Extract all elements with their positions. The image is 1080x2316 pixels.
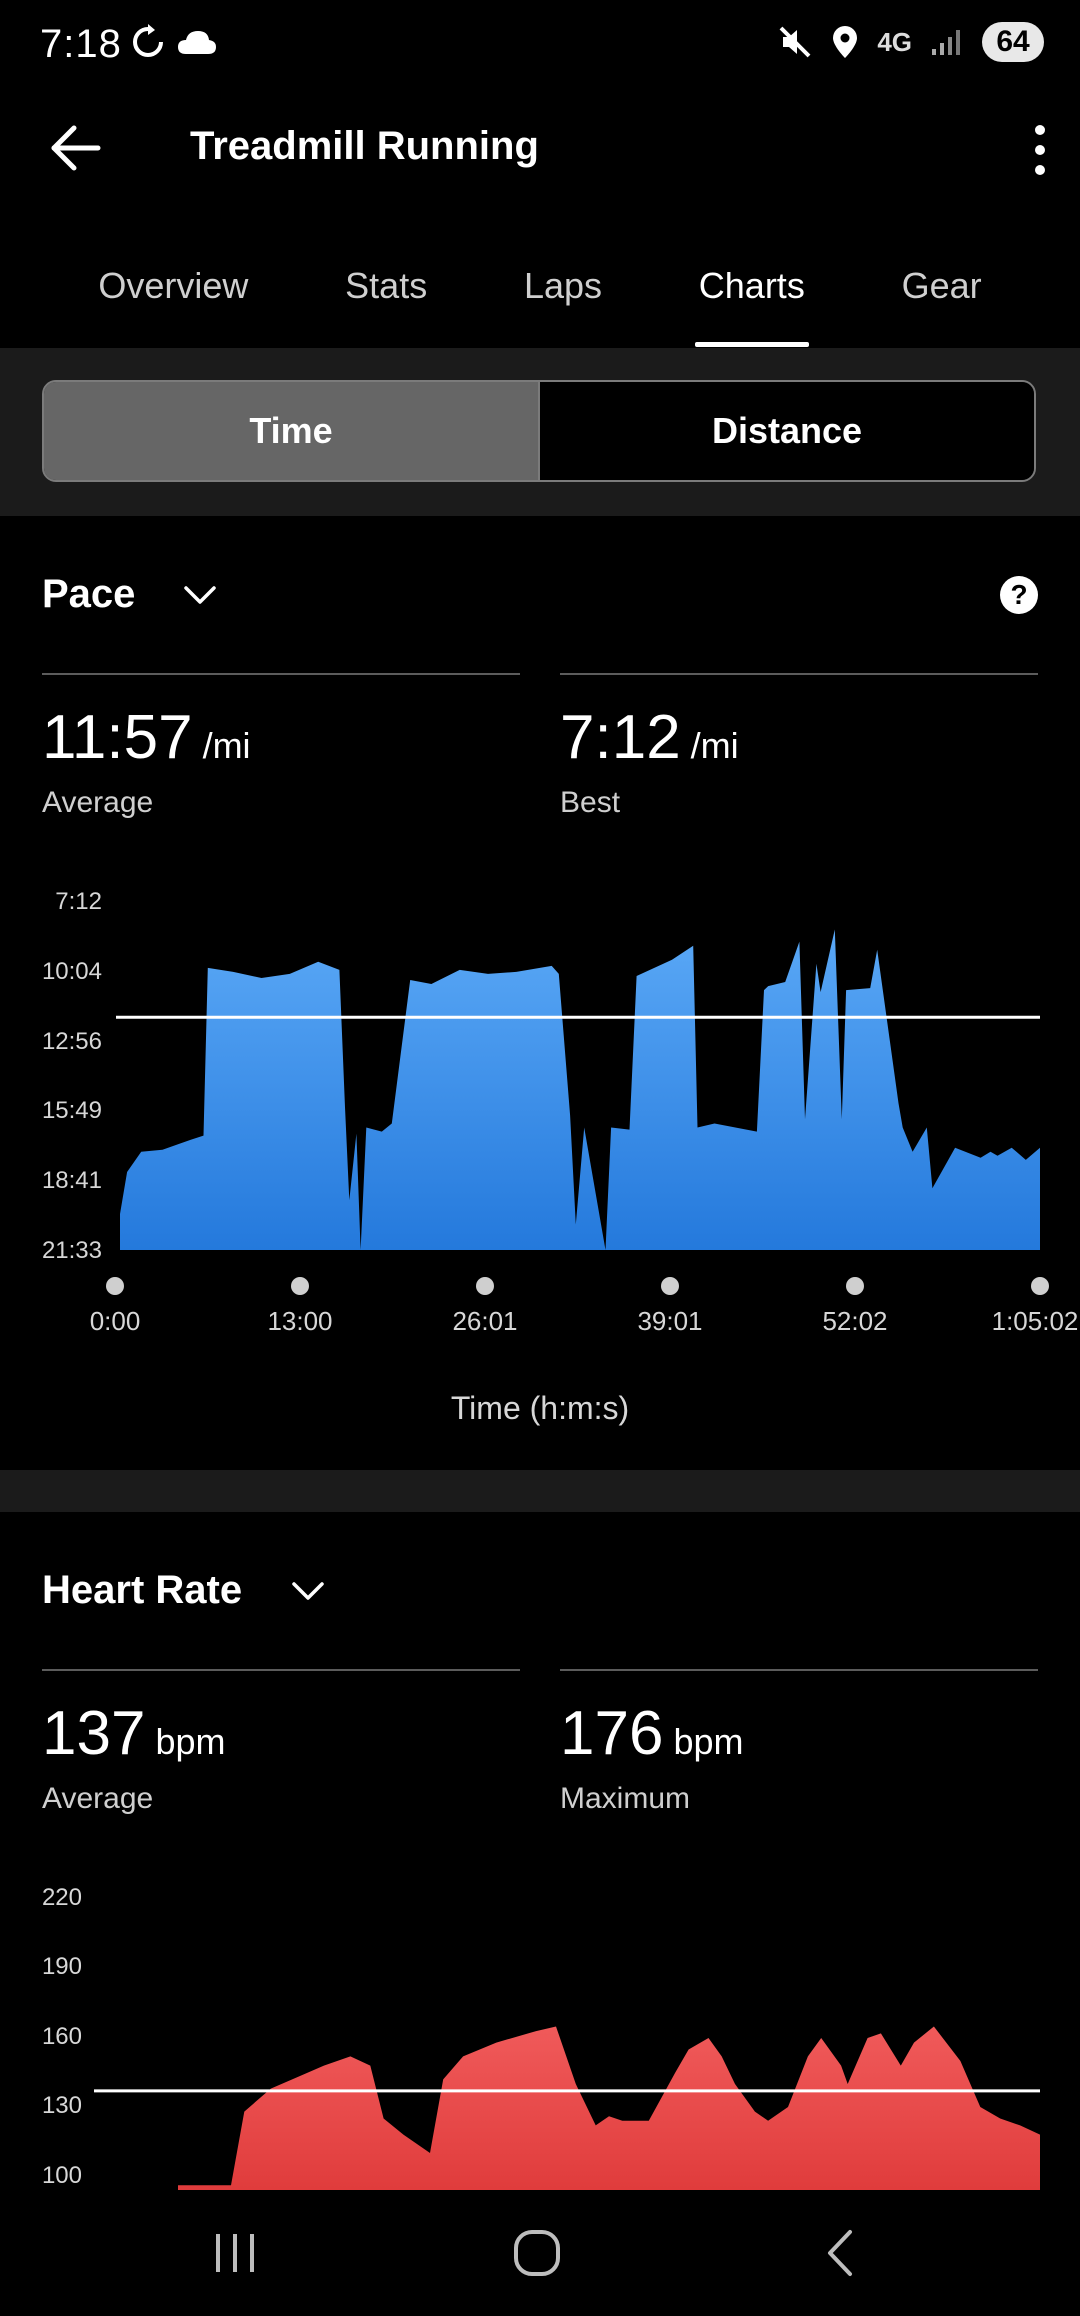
pace-y-tick: 7:12	[55, 888, 102, 915]
pace-x-axis-title: Time (h:m:s)	[450, 1390, 630, 1426]
back-arrow-icon[interactable]	[48, 120, 104, 176]
section-separator	[0, 1470, 1080, 1512]
pace-x-tick: 0:00	[89, 1306, 141, 1336]
tab-stats[interactable]: Stats	[345, 265, 428, 306]
sync-icon	[133, 24, 163, 57]
hr-max-unit: bpm	[673, 1721, 744, 1762]
pace-y-tick: 15:49	[41, 1097, 102, 1124]
x-axis-dot	[291, 1277, 309, 1295]
pace-x-tick: 13:00	[267, 1306, 333, 1336]
mute-icon	[779, 26, 811, 58]
pace-x-tick: 1:05:02	[991, 1306, 1079, 1336]
hr-y-tick: 190	[41, 1953, 82, 1980]
hr-max-value: 176	[560, 1699, 664, 1768]
pace-y-tick: 10:04	[41, 958, 102, 985]
time-distance-toggle: Time Distance	[42, 380, 1036, 482]
tab-overview[interactable]: Overview	[98, 265, 249, 306]
pace-best-label: Best	[560, 786, 621, 819]
system-back-icon[interactable]	[822, 2228, 858, 2278]
overflow-menu-icon[interactable]	[1028, 120, 1052, 180]
location-icon	[833, 26, 858, 58]
pace-x-tick: 39:01	[637, 1306, 703, 1336]
pace-y-tick: 21:33	[41, 1237, 102, 1264]
pace-average-value: 11:57	[42, 703, 193, 772]
heart-rate-chart	[94, 2026, 1040, 2190]
hr-average-value-row: 137 bpm	[42, 1698, 225, 1769]
pace-area	[120, 929, 1040, 1250]
pace-best-value-row: 7:12/mi	[560, 702, 739, 773]
signal-icon	[932, 30, 960, 55]
hr-y-tick: 160	[41, 2023, 82, 2050]
pace-average-value-row: 11:57/mi	[42, 702, 251, 773]
stat-divider	[560, 673, 1038, 675]
distance-toggle-button[interactable]: Distance	[538, 382, 1034, 480]
help-icon[interactable]: ?	[1000, 576, 1038, 614]
hr-y-tick: 100	[41, 2162, 82, 2189]
stat-divider	[42, 673, 520, 675]
pace-best-value: 7:12	[560, 703, 681, 772]
tab-gear[interactable]: Gear	[901, 265, 982, 306]
pace-y-tick: 12:56	[41, 1028, 102, 1055]
pace-x-tick: 26:01	[452, 1306, 518, 1336]
chevron-down-icon[interactable]	[290, 1580, 326, 1604]
home-icon[interactable]	[512, 2228, 562, 2278]
recent-apps-icon[interactable]	[210, 2230, 260, 2276]
heart-rate-section-title[interactable]: Heart Rate	[42, 1568, 243, 1612]
pace-section-title[interactable]: Pace	[42, 572, 136, 616]
system-nav-bar	[0, 2190, 1080, 2316]
heart-rate-area	[178, 2026, 1040, 2190]
hr-average-label: Average	[42, 1782, 154, 1815]
pace-y-tick: 18:41	[41, 1167, 102, 1194]
stat-divider	[560, 1669, 1038, 1671]
tab-charts[interactable]: Charts	[694, 255, 809, 347]
pace-chart	[116, 929, 1040, 1250]
hr-average-unit: bpm	[155, 1721, 226, 1762]
page-title: Treadmill Running	[190, 124, 539, 168]
x-axis-dot	[476, 1277, 494, 1295]
chevron-down-icon[interactable]	[182, 584, 218, 608]
pace-average-unit: /mi	[202, 725, 251, 766]
stat-divider	[42, 1669, 520, 1671]
hr-y-tick: 220	[41, 1884, 82, 1911]
time-toggle-button[interactable]: Time	[44, 382, 538, 480]
status-time: 7:18	[40, 22, 122, 66]
status-right: 4G 64	[777, 22, 1044, 62]
battery-badge: 64	[982, 22, 1044, 62]
x-axis-dot	[106, 1277, 124, 1295]
hr-max-label: Maximum	[560, 1782, 691, 1815]
network-type: 4G	[877, 26, 912, 57]
hr-max-value-row: 176 bpm	[560, 1698, 743, 1769]
hr-average-value: 137	[42, 1699, 146, 1768]
pace-average-label: Average	[42, 786, 154, 819]
x-axis-dot	[1031, 1277, 1049, 1295]
x-axis-dot	[661, 1277, 679, 1295]
pace-x-tick: 52:02	[822, 1306, 888, 1336]
cloud-icon	[178, 31, 216, 54]
status-left-icons	[130, 24, 218, 60]
tab-bar: Overview Stats Laps Charts Gear	[0, 255, 1080, 347]
pace-best-unit: /mi	[690, 725, 739, 766]
hr-y-tick: 130	[41, 2092, 82, 2119]
x-axis-dot	[846, 1277, 864, 1295]
tab-laps[interactable]: Laps	[523, 265, 603, 306]
